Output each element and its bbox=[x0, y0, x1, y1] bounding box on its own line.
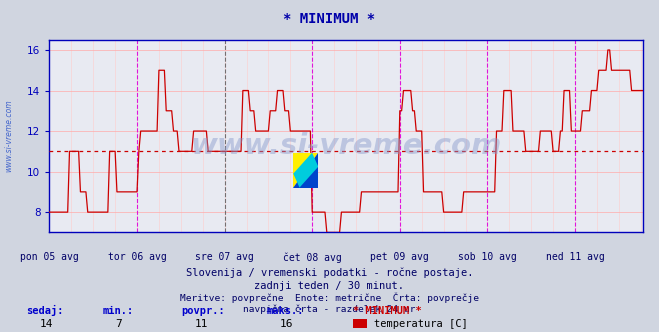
Text: pet 09 avg: pet 09 avg bbox=[370, 252, 429, 262]
Text: www.si-vreme.com: www.si-vreme.com bbox=[190, 132, 501, 160]
Text: tor 06 avg: tor 06 avg bbox=[107, 252, 166, 262]
Text: sre 07 avg: sre 07 avg bbox=[195, 252, 254, 262]
Polygon shape bbox=[293, 153, 318, 188]
Text: ned 11 avg: ned 11 avg bbox=[546, 252, 604, 262]
Text: Slovenija / vremenski podatki - ročne postaje.: Slovenija / vremenski podatki - ročne po… bbox=[186, 267, 473, 278]
Text: sob 10 avg: sob 10 avg bbox=[458, 252, 517, 262]
Text: * MINIMUM *: * MINIMUM * bbox=[283, 12, 376, 26]
Text: navpična črta - razdelek 24 ur: navpična črta - razdelek 24 ur bbox=[243, 305, 416, 314]
Text: zadnji teden / 30 minut.: zadnji teden / 30 minut. bbox=[254, 281, 405, 290]
Text: * MINIMUM *: * MINIMUM * bbox=[353, 306, 421, 316]
Polygon shape bbox=[293, 153, 318, 188]
Polygon shape bbox=[293, 153, 318, 188]
Text: www.si-vreme.com: www.si-vreme.com bbox=[4, 100, 13, 172]
Text: 11: 11 bbox=[194, 319, 208, 329]
Text: temperatura [C]: temperatura [C] bbox=[374, 319, 467, 329]
Text: čet 08 avg: čet 08 avg bbox=[283, 252, 341, 263]
Text: min.:: min.: bbox=[102, 306, 133, 316]
Text: 14: 14 bbox=[40, 319, 53, 329]
Text: pon 05 avg: pon 05 avg bbox=[20, 252, 79, 262]
Text: 16: 16 bbox=[280, 319, 293, 329]
Text: maks.:: maks.: bbox=[267, 306, 304, 316]
Text: povpr.:: povpr.: bbox=[181, 306, 225, 316]
Text: sedaj:: sedaj: bbox=[26, 305, 64, 316]
Text: Meritve: povprečne  Enote: metrične  Črta: povprečje: Meritve: povprečne Enote: metrične Črta:… bbox=[180, 293, 479, 303]
Text: 7: 7 bbox=[115, 319, 122, 329]
